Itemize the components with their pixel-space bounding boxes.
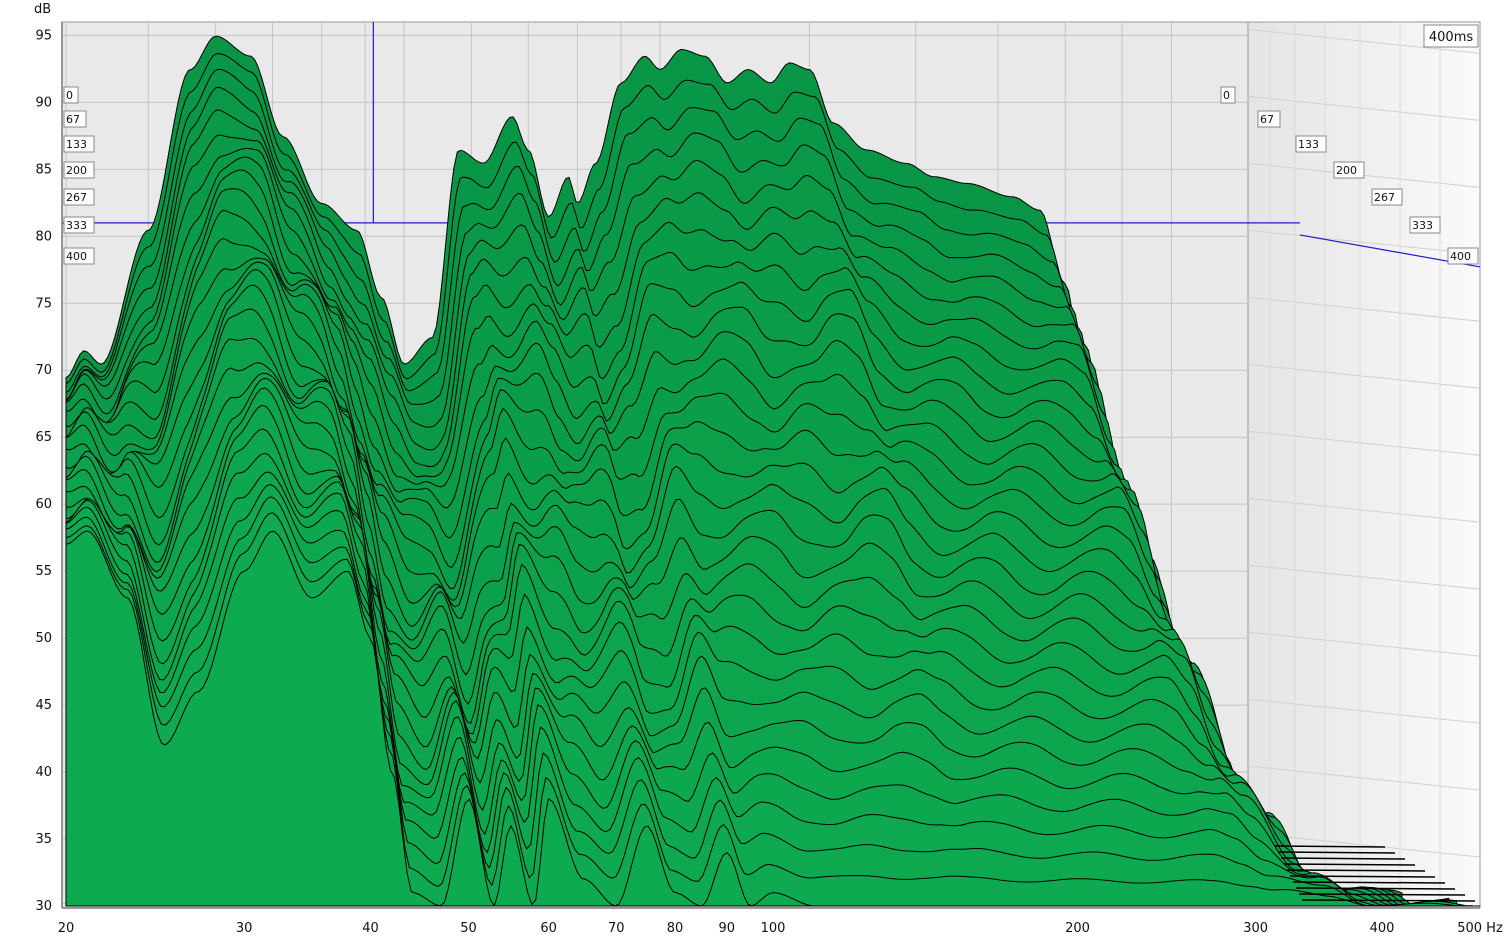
y-axis-label: dB [34,2,51,17]
time-label-box-left [63,216,95,234]
time-label-box-right [1257,110,1281,128]
time-label-left: 200 [66,164,87,177]
floor-stripe [1301,899,1476,902]
side-grid-line [1247,95,1481,121]
time-label-box-left [63,161,95,179]
x-tick-label: 50 [460,921,477,936]
axes [61,22,1480,909]
side-grid-line [1247,631,1481,657]
time-label-box-left [63,188,95,206]
time-label-left: 0 [66,89,73,102]
y-tick-label: 35 [35,832,52,847]
time-label-right: 267 [1374,191,1395,204]
time-label-right: 67 [1260,113,1274,126]
x-tick-label: 40 [362,921,379,936]
time-label-box-left [63,110,87,128]
y-tick-label: 80 [35,229,52,244]
labels: 95 90 85 80 75 70 65 60 55 50 45 40 35 30 dB 20 30 40 50 60… [34,2,1503,936]
y-tick-label: 60 [35,497,52,512]
time-label-box-right [1371,188,1403,206]
y-tick-label: 90 [35,95,52,110]
time-label-box-left [63,86,79,104]
time-label-left: 133 [66,138,87,151]
x-tick-label: 30 [236,921,253,936]
time-label-left: 333 [66,219,87,232]
x-tick-label: 90 [718,921,735,936]
y-tick-label: 95 [35,28,52,43]
side-grid-line [1247,497,1481,523]
slice-29 [65,530,1481,907]
time-label-right: 200 [1336,164,1357,177]
time-label-box-left [63,135,95,153]
side-wall-grid [1247,22,1481,907]
floor-stripe [1298,893,1466,896]
y-tick-label: 45 [35,698,52,713]
time-label-right: 400 [1450,250,1471,263]
y-tick-label: 85 [35,162,52,177]
x-tick-label: 80 [667,921,684,936]
side-grid-line [1247,698,1481,724]
y-tick-label: 65 [35,430,52,445]
y-tick-label: 75 [35,296,52,311]
x-tick-label: 100 [761,921,786,936]
time-label-box-right [1447,247,1479,265]
y-tick-label: 40 [35,765,52,780]
time-label-box-right [1409,216,1441,234]
x-tick-label: 400 [1370,921,1395,936]
floor-stripe [1289,875,1436,878]
side-grid-line [1247,28,1481,54]
side-grid-line [1247,296,1481,322]
side-wall [1247,21,1481,909]
time-label-right: 0 [1223,89,1230,102]
time-label-box-right [1295,135,1327,153]
floor-stripe [1274,845,1386,848]
y-tick-label: 30 [35,899,52,914]
time-range-label: 400ms [1429,30,1473,45]
time-label-box-left [63,247,95,265]
time-label-right: 333 [1412,219,1433,232]
x-tick-label: 60 [540,921,557,936]
y-tick-label: 50 [35,631,52,646]
floor-stripe [1280,857,1406,860]
slice-24 [65,452,1442,907]
floor-stripe [1292,881,1446,884]
side-grid-line [1247,229,1481,255]
time-range-box [1423,24,1479,48]
floor-stripe [1286,869,1426,872]
floor-stripe [1283,863,1416,866]
x-tick-label: 200 [1065,921,1090,936]
floor-stripe [1277,851,1396,854]
x-tick-label: 70 [608,921,625,936]
time-label-left: 267 [66,191,87,204]
time-label-right: 133 [1298,138,1319,151]
side-grid-line [1247,765,1481,791]
x-tick-label: 20 [58,921,75,936]
time-label-left: 400 [66,250,87,263]
y-tick-label: 55 [35,564,52,579]
time-label-box-right [1220,86,1236,104]
x-tick-label: 300 [1243,921,1268,936]
time-label-box-right [1333,161,1365,179]
y-tick-label: 70 [35,363,52,378]
side-grid-line [1247,430,1481,456]
side-grid-line [1247,564,1481,590]
time-label-left: 67 [66,113,80,126]
spectral-slices [65,35,1481,907]
side-grid-line [1247,363,1481,389]
x-tick-label: 500 Hz [1457,921,1503,936]
floor-stripe [1295,887,1456,890]
